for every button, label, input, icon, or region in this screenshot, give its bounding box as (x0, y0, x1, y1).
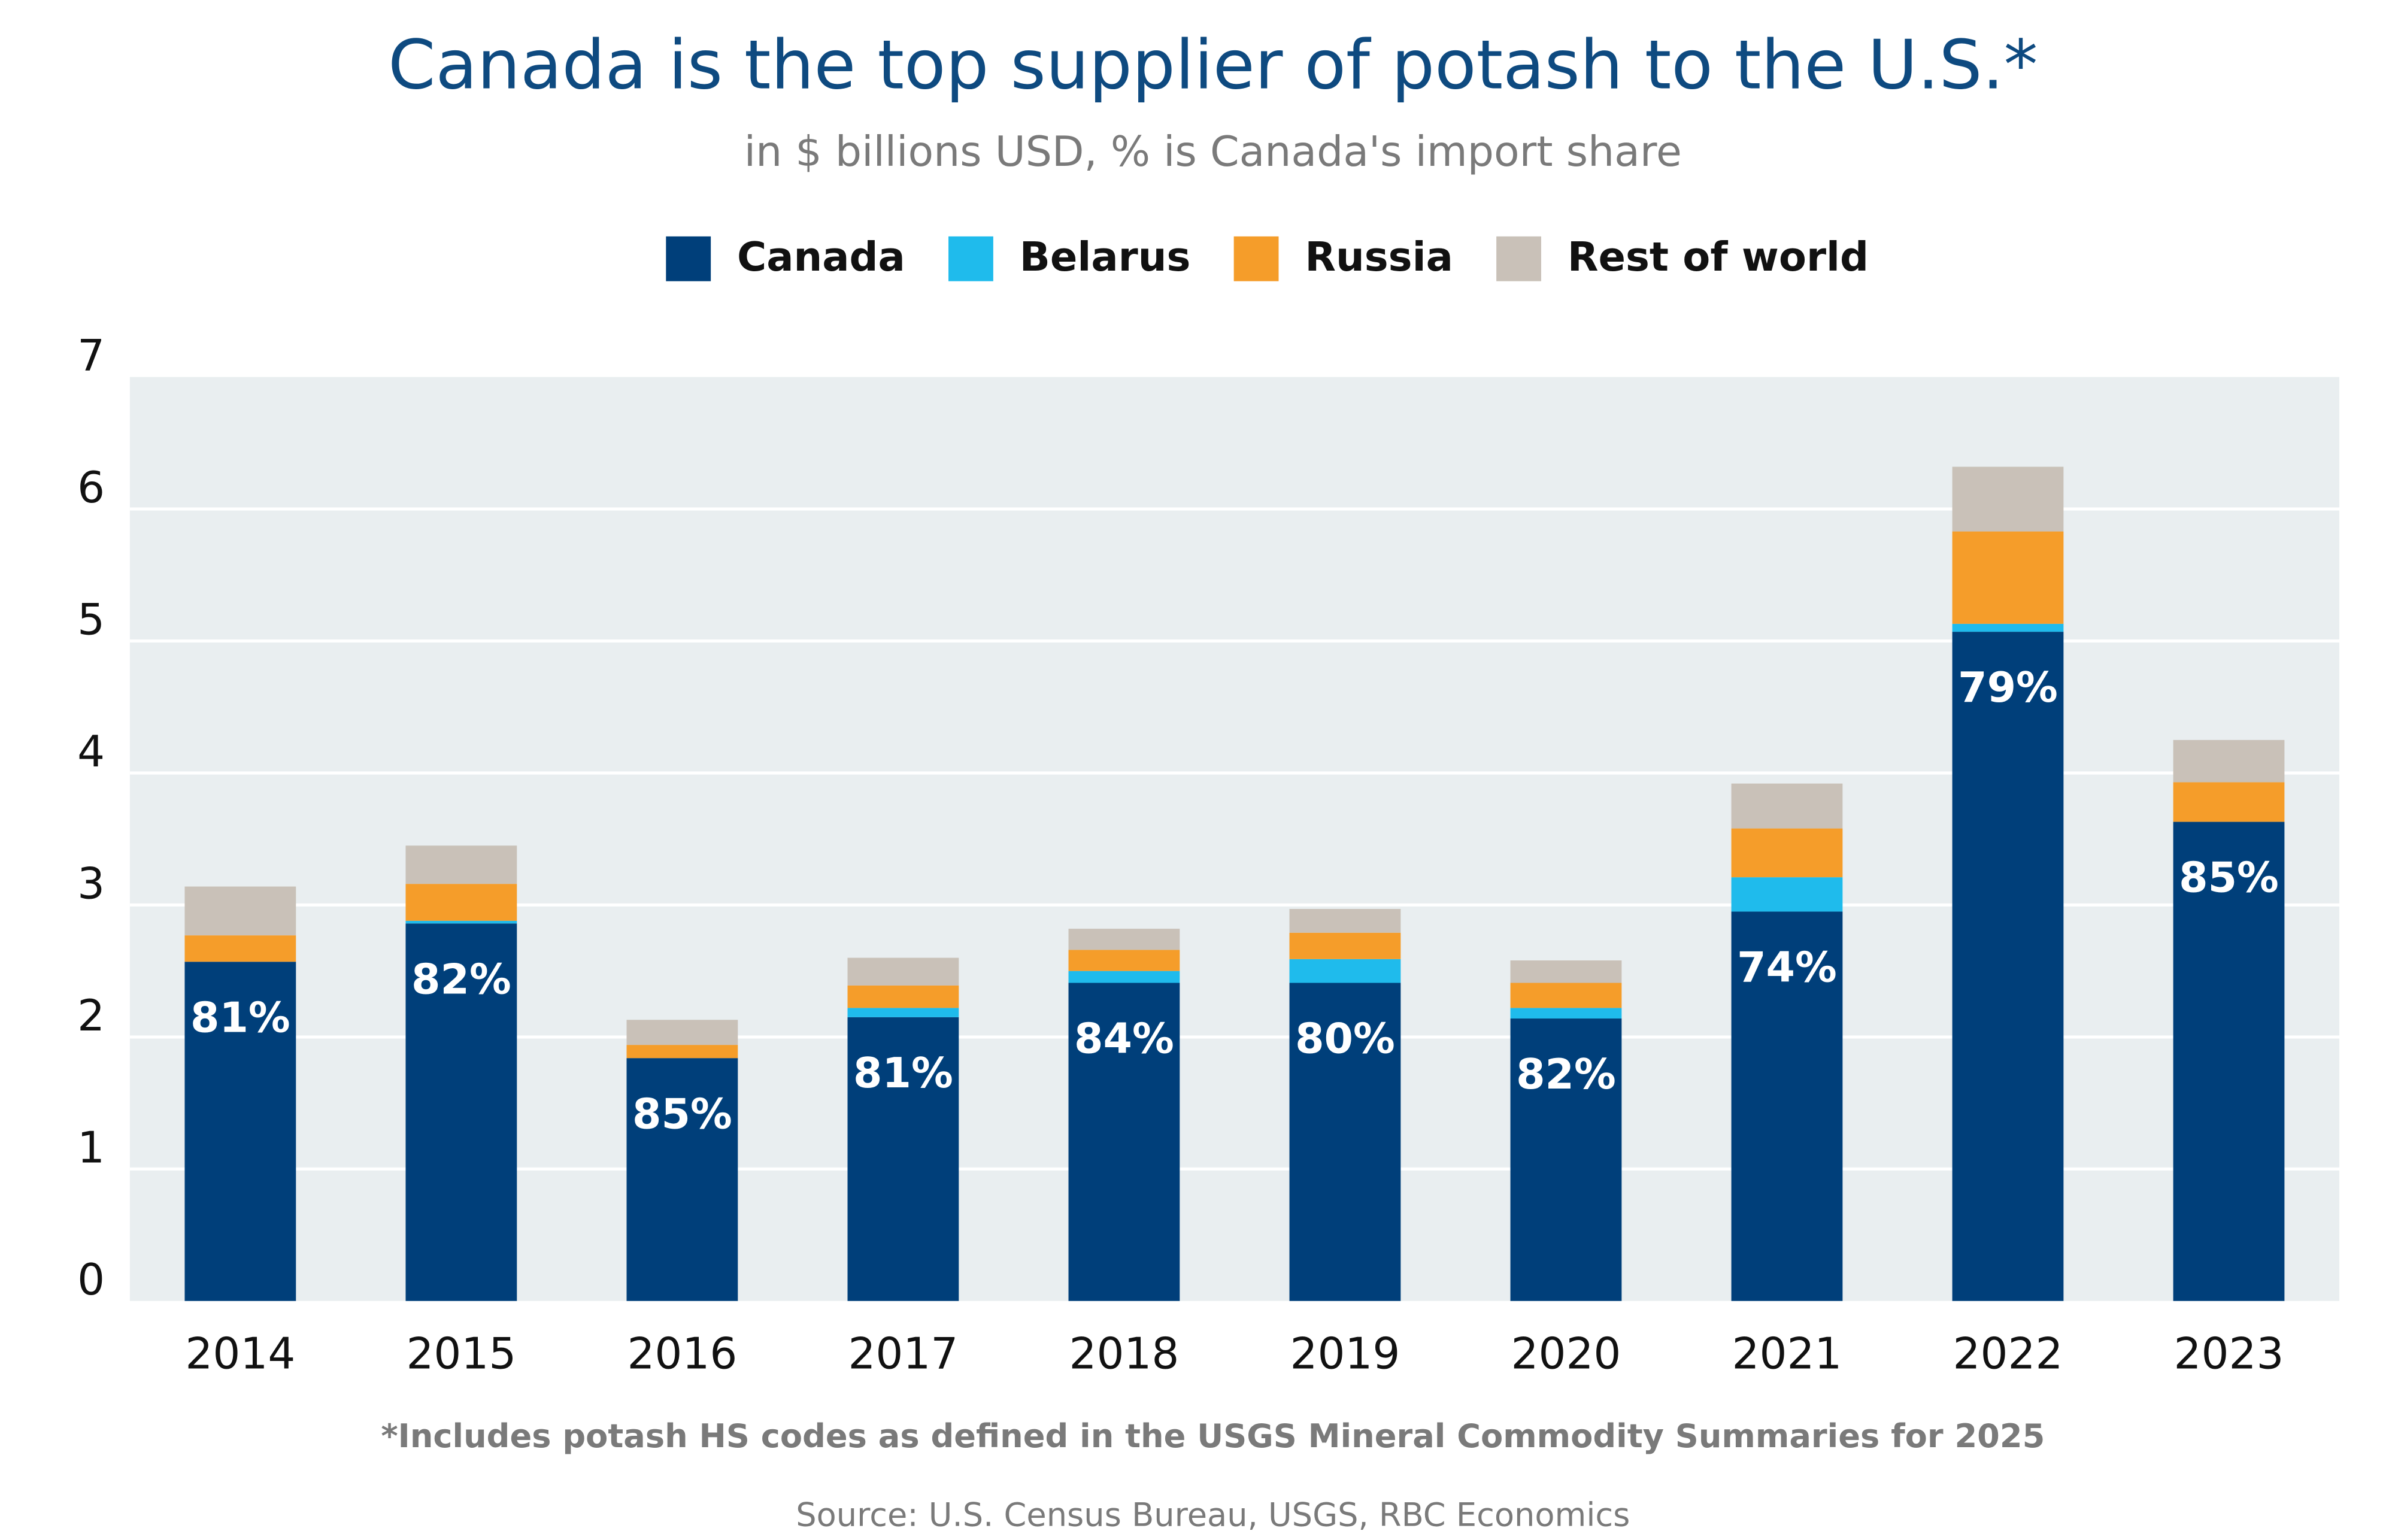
footnote: *Includes potash HS codes as defined in … (381, 1417, 2045, 1455)
x-tick-label: 2020 (1511, 1329, 1621, 1380)
y-tick-label: 1 (77, 1123, 105, 1173)
bar-segment (1731, 783, 1843, 829)
bar-segment (1289, 959, 1401, 983)
share-label: 74% (1737, 944, 1837, 992)
bar-segment (405, 845, 517, 884)
x-tick-label: 2018 (1069, 1329, 1179, 1380)
bar-segment (1068, 983, 1180, 1301)
y-tick-label: 3 (77, 859, 105, 909)
bar-segment (626, 1020, 738, 1045)
chart-title: Canada is the top supplier of potash to … (388, 25, 2038, 104)
chart-subtitle: in $ billions USD, % is Canada's import … (744, 128, 1682, 176)
x-tick-label: 2015 (406, 1329, 516, 1380)
bar-segment (1731, 877, 1843, 912)
bar-segment (847, 957, 959, 986)
bar-segment (1952, 632, 2064, 1301)
legend-label: Belarus (1020, 234, 1191, 280)
share-label: 85% (632, 1090, 732, 1138)
x-tick-label: 2016 (627, 1329, 737, 1380)
bar-segment (1952, 623, 2064, 632)
share-label: 84% (1074, 1015, 1174, 1063)
bar-segment (1952, 466, 2064, 532)
bar-segment (1068, 929, 1180, 950)
share-label: 82% (411, 955, 511, 1004)
bar-segment (1510, 1008, 1622, 1019)
y-tick-label: 6 (77, 463, 105, 513)
legend-swatch (1496, 236, 1541, 281)
share-label: 79% (1958, 663, 2058, 712)
x-tick-label: 2022 (1953, 1329, 2063, 1380)
legend-label: Russia (1305, 234, 1453, 280)
legend-label: Canada (737, 234, 905, 280)
y-tick-label: 7 (77, 331, 105, 381)
legend-swatch (1233, 236, 1279, 281)
x-tick-label: 2014 (185, 1329, 295, 1380)
bar-segment (626, 1058, 738, 1301)
bar-segment (1510, 960, 1622, 983)
bar-segment (847, 1017, 959, 1301)
legend-label: Rest of world (1568, 234, 1869, 280)
share-label: 80% (1295, 1015, 1395, 1063)
share-label: 81% (853, 1049, 953, 1098)
x-tick-label: 2023 (2174, 1329, 2284, 1380)
share-label: 85% (2179, 854, 2279, 902)
legend-swatch (948, 236, 993, 281)
bar-segment (847, 1008, 959, 1017)
bar-segment (1068, 971, 1180, 983)
source: Source: U.S. Census Bureau, USGS, RBC Ec… (796, 1496, 1630, 1534)
bar-segment (1731, 828, 1843, 878)
bar-segment (1289, 932, 1401, 959)
bar-segment (847, 985, 959, 1008)
y-tick-label: 2 (77, 991, 105, 1041)
y-tick-label: 4 (77, 727, 105, 777)
y-tick-label: 0 (77, 1255, 105, 1305)
x-tick-label: 2019 (1290, 1329, 1400, 1380)
bar-segment (405, 923, 517, 1301)
x-tick-label: 2021 (1732, 1329, 1842, 1380)
bar-segment (184, 886, 296, 936)
bar-segment (2173, 821, 2285, 1301)
bar-segment (2173, 782, 2285, 822)
bar-segment (2173, 739, 2285, 783)
share-label: 82% (1516, 1050, 1616, 1099)
x-tick-label: 2017 (848, 1329, 958, 1380)
bar-segment (1289, 909, 1401, 933)
y-tick-label: 5 (77, 595, 105, 645)
share-label: 81% (190, 993, 290, 1042)
bar-segment (184, 962, 296, 1301)
bar-segment (405, 884, 517, 921)
bar-segment (1068, 950, 1180, 971)
bar-segment (1731, 911, 1843, 1301)
legend-swatch (666, 236, 711, 281)
bar-segment (1952, 531, 2064, 624)
bar-segment (1289, 983, 1401, 1301)
bar-segment (405, 920, 517, 924)
bar-segment (1510, 1018, 1622, 1301)
bar-segment (184, 935, 296, 962)
bar-segment (1510, 983, 1622, 1008)
bar-segment (626, 1045, 738, 1059)
